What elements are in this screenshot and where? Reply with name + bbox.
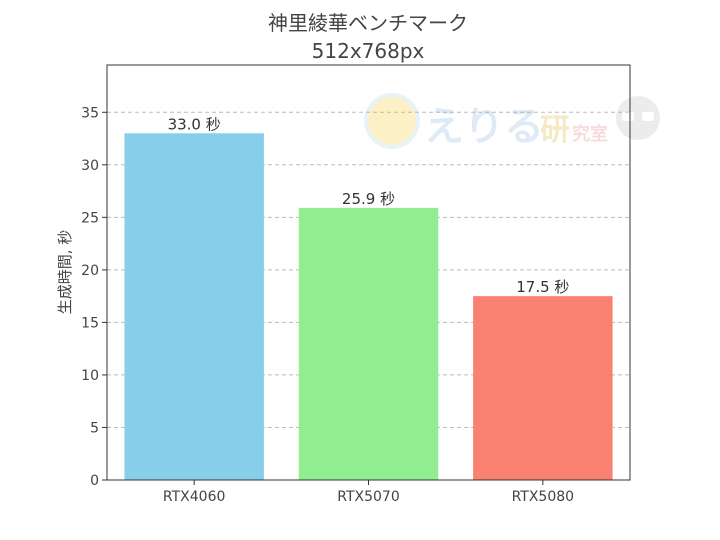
x-axis: RTX4060 RTX5070 RTX5080: [163, 480, 574, 505]
y-tick-label: 30: [81, 158, 99, 174]
bar-rtx4060: [124, 133, 264, 480]
y-tick-label: 0: [90, 473, 99, 489]
value-label-rtx5070: 25.9 秒: [342, 190, 395, 208]
y-tick-label: 15: [81, 315, 99, 331]
x-tick-label-rtx4060: RTX4060: [163, 489, 225, 505]
y-tick-label: 25: [81, 210, 99, 226]
watermark-mascot-icon: [616, 96, 660, 140]
y-tick-label: 5: [90, 420, 99, 436]
bars: [124, 133, 613, 480]
x-tick-label-rtx5070: RTX5070: [337, 489, 399, 505]
value-label-rtx4060: 33.0 秒: [168, 115, 221, 133]
watermark-logo-icon: [364, 93, 420, 149]
watermark-text-mid: 研: [540, 113, 570, 148]
watermark-text-small: 究室: [572, 123, 608, 145]
watermark: えりる 研 究室: [364, 93, 660, 150]
chart-subtitle: 512x768px: [312, 39, 425, 63]
watermark-text-main: えりる: [424, 104, 544, 150]
chart-title: 神里綾華ベンチマーク: [268, 11, 468, 35]
y-axis-label: 生成時間, 秒: [56, 230, 74, 315]
y-tick-label: 20: [81, 263, 99, 279]
x-tick-label-rtx5080: RTX5080: [512, 489, 574, 505]
value-labels: 33.0 秒 25.9 秒 17.5 秒: [168, 115, 570, 296]
bar-rtx5080: [473, 296, 613, 480]
y-tick-label: 35: [81, 105, 99, 121]
y-tick-label: 10: [81, 368, 99, 384]
y-axis: 0 5 10 15 20 25 30 35: [81, 105, 107, 489]
value-label-rtx5080: 17.5 秒: [516, 278, 569, 296]
bar-rtx5070: [298, 207, 439, 480]
